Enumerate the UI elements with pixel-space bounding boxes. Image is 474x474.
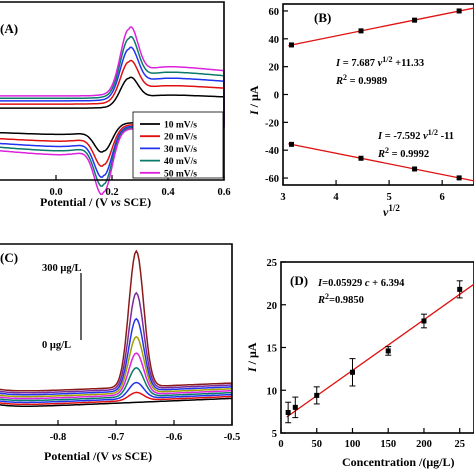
panel-c-xtick-label: -0.8 — [50, 432, 67, 443]
panel-b-data-point — [288, 141, 294, 147]
panel-c-bottom-label: 0 μg/L — [42, 340, 71, 351]
panel-a: 0.0 0.2 0.4 0.6 10 mV/s 20 mV/s 30 mV/s 40 mV/… — [0, 1, 231, 209]
panel-b-ytick-label: 0 — [274, 91, 279, 102]
panel-b-ytick-label: 60 — [269, 7, 280, 18]
panel-d-data-point — [457, 286, 463, 292]
panel-c-dpv-curve — [0, 249, 233, 392]
panel-d: 0 50 100 150 200 25 25 20 15 10 5 (D) I=0.05929 c … — [245, 258, 474, 469]
panel-c-ticks: -0.8 -0.7 -0.6 -0.5 — [50, 420, 241, 443]
panel-b-label: (B) — [314, 10, 331, 25]
panel-b-eq-top: I = 7.687 v1/2 +11.33 — [335, 55, 424, 69]
panel-b-fit-line — [288, 143, 474, 182]
panel-d-data-point — [421, 318, 427, 324]
panel-b-ytick-label: -20 — [265, 118, 279, 129]
panel-d-data-point — [349, 369, 355, 375]
panel-d-xtick-label: 150 — [380, 439, 396, 450]
panel-c-xtick-label: -0.6 — [166, 432, 183, 443]
panel-a-xtick-label: 0.0 — [49, 187, 62, 198]
panel-b: 3 4 5 6 60 40 20 0 -20 -40 -60 (B) I = 7.687 v1/2 … — [247, 3, 474, 219]
panel-c-label: (C) — [0, 250, 18, 265]
panel-a-xtick-label: 0.2 — [105, 187, 118, 198]
panel-b-ytick-label: 20 — [269, 63, 280, 74]
panel-c-dpv-curve — [0, 317, 232, 396]
panel-c-top-label: 300 μg/L — [42, 263, 82, 274]
panel-d-xtick-label: 50 — [311, 439, 322, 450]
panel-a-legend-label: 10 mV/s — [164, 121, 197, 131]
panel-a-legend-label: 40 mV/s — [164, 157, 197, 167]
panel-c-xlabel: Potential /(V vs SCE) — [44, 449, 152, 463]
panel-b-xtick-label: 6 — [440, 192, 445, 203]
panel-d-ytick-label: 5 — [272, 429, 277, 440]
panel-d-ytick-label: 15 — [267, 344, 278, 355]
panel-c-dpv-curve — [0, 291, 232, 394]
panel-d-xtick-label: 0 — [278, 439, 283, 450]
panel-b-xtick-label: 5 — [386, 192, 391, 203]
panel-d-xtick-label: 25 — [454, 439, 465, 450]
panel-d-xtick-label: 100 — [345, 439, 361, 450]
panel-d-ytick-label: 25 — [267, 258, 278, 269]
panel-b-data-point — [412, 166, 418, 172]
panel-b-plot — [288, 7, 474, 182]
panel-b-data-point — [358, 155, 364, 161]
panel-a-xlabel: Potential / (V vs SCE) — [40, 195, 151, 209]
panel-b-data-point — [288, 42, 294, 48]
panel-a-legend-label: 50 mV/s — [164, 169, 197, 179]
panel-d-ytick-label: 10 — [267, 386, 278, 397]
panel-d-ylabel: I / μA — [245, 342, 259, 373]
panel-b-eq-bottom: I = -7.592 v1/2 -11 — [377, 128, 454, 142]
panel-d-ytick-label: 20 — [267, 301, 278, 312]
panel-b-fit-line — [288, 7, 474, 47]
panel-c-dpv-curve — [0, 391, 232, 406]
panel-b-ytick-label: 40 — [269, 35, 280, 46]
panel-b-ytick-label: -60 — [265, 174, 279, 185]
panel-d-label: (D) — [290, 273, 308, 288]
panel-b-ytick-label: -40 — [265, 146, 279, 157]
panel-b-data-point — [358, 28, 364, 34]
panel-b-ticks: 3 4 5 6 60 40 20 0 -20 -40 -60 — [265, 7, 445, 203]
panel-c-xtick-label: -0.7 — [108, 432, 125, 443]
panel-c-dpv-curve — [0, 335, 233, 398]
panel-b-data-point — [412, 17, 418, 23]
panel-d-data-point — [385, 348, 391, 354]
panel-a-legend-label: 20 mV/s — [164, 133, 197, 143]
panel-c-dpv-curve — [0, 381, 232, 404]
panel-a-legend-box — [132, 111, 224, 179]
panel-d-r2: R2=0.9850 — [317, 292, 364, 306]
panel-b-r2-bottom: R2 = 0.9992 — [377, 146, 429, 160]
panel-c-dpv-curve — [0, 366, 233, 402]
panel-a-xtick-label: 0.4 — [161, 187, 175, 198]
panel-a-label: (A) — [0, 21, 18, 36]
panel-d-data-point — [314, 392, 320, 398]
panel-b-r2-top: R2 = 0.9989 — [335, 73, 387, 87]
panel-d-ticks: 0 50 100 150 200 25 25 20 15 10 5 — [267, 258, 465, 450]
panel-d-eq: I=0.05929 c + 6.394 — [317, 278, 405, 289]
panel-d-xtick-label: 200 — [416, 439, 432, 450]
panel-b-xlabel: v1/2 — [383, 203, 400, 219]
panel-b-data-point — [456, 175, 462, 181]
panel-b-xtick-label: 3 — [280, 192, 285, 203]
panel-b-data-point — [456, 8, 462, 14]
panel-d-data-point — [285, 409, 291, 415]
panel-d-xlabel: Concentration /(μg/L) — [342, 455, 454, 469]
panel-c-dpv-curve — [0, 397, 233, 407]
panel-a-xtick-label: 0.6 — [217, 187, 230, 198]
panel-c-dpv-curve — [0, 352, 233, 400]
panel-c: -0.8 -0.7 -0.6 -0.5 300 μg/L 0 μg/L (C) Pot… — [0, 243, 241, 463]
panel-a-legend-label: 30 mV/s — [164, 145, 197, 155]
panel-c-curves — [0, 249, 233, 407]
panel-d-plot — [285, 280, 474, 424]
panel-b-xtick-label: 4 — [333, 192, 339, 203]
panel-d-data-point — [292, 404, 298, 410]
panel-a-legend: 10 mV/s 20 mV/s 30 mV/s 40 mV/s 50 mV/s — [140, 121, 197, 179]
panel-b-ylabel: I / μA — [247, 85, 261, 116]
panel-c-xtick-label: -0.5 — [224, 432, 241, 443]
